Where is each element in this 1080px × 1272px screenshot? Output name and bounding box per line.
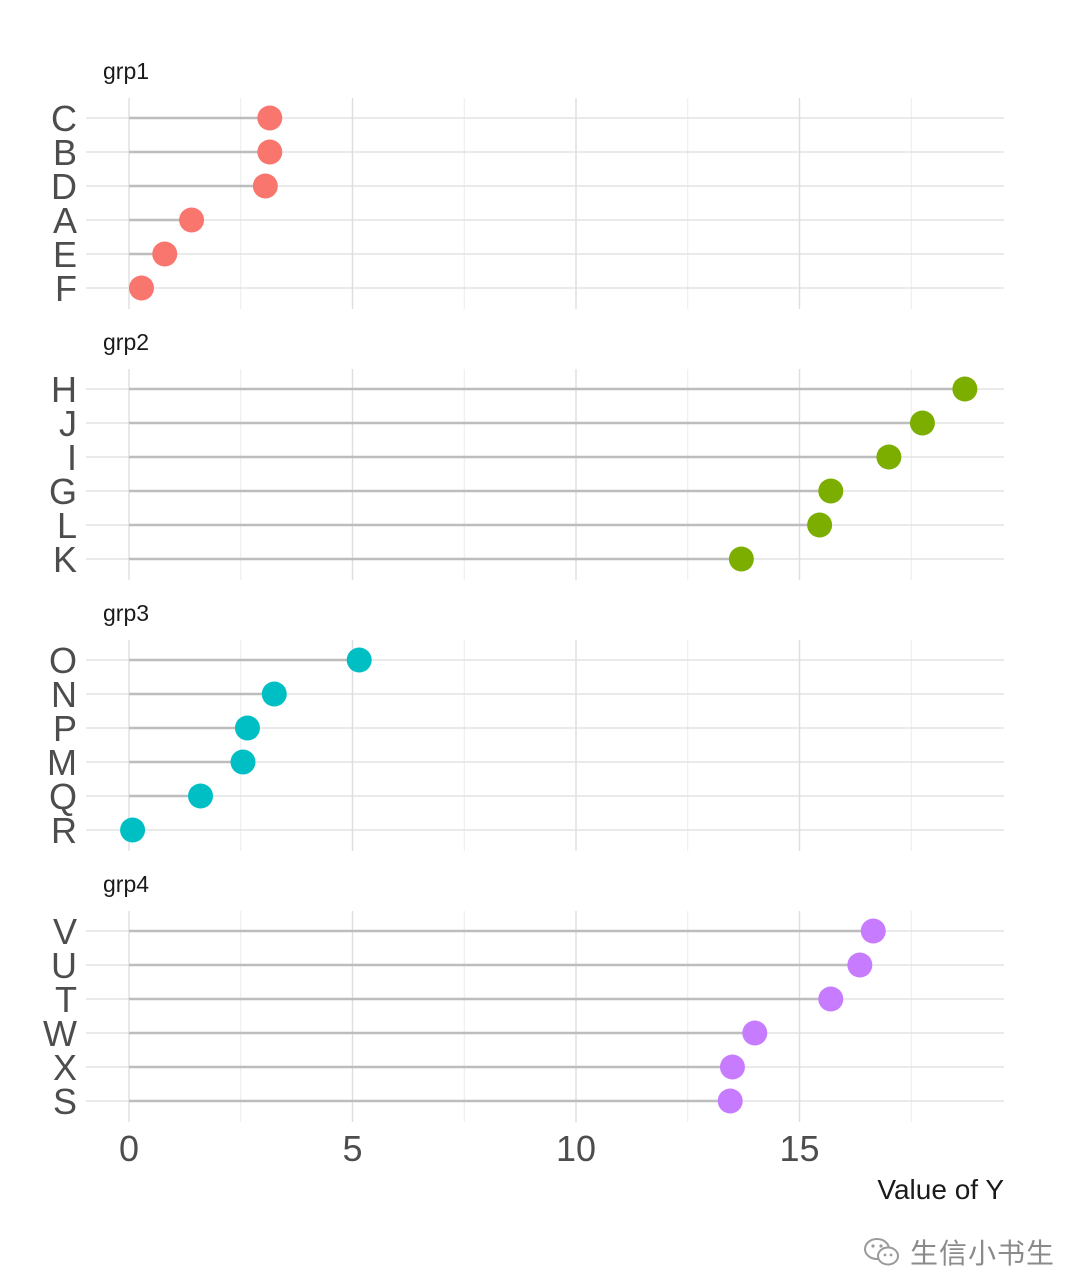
- category-label-A: A: [53, 200, 77, 241]
- lollipop-point-D: [252, 173, 278, 199]
- lollipop-point-L: [807, 512, 833, 538]
- x-axis-title: Value of Y: [877, 1174, 1004, 1205]
- lollipop-point-J: [909, 410, 935, 436]
- x-tick-label: 5: [342, 1128, 362, 1169]
- category-label-X: X: [53, 1047, 77, 1088]
- lollipop-point-K: [728, 546, 754, 572]
- x-tick-label: 0: [119, 1128, 139, 1169]
- lollipop-point-H: [952, 376, 978, 402]
- lollipop-point-V: [860, 918, 886, 944]
- category-label-C: C: [51, 98, 77, 139]
- x-tick-label: 10: [556, 1128, 596, 1169]
- panel-title: grp3: [103, 600, 149, 626]
- lollipop-point-T: [818, 986, 844, 1012]
- category-label-O: O: [49, 640, 77, 681]
- category-label-Q: Q: [49, 776, 77, 817]
- category-label-R: R: [51, 810, 77, 851]
- category-label-I: I: [67, 437, 77, 478]
- category-label-D: D: [51, 166, 77, 207]
- lollipop-point-M: [230, 749, 256, 775]
- lollipop-point-S: [717, 1088, 743, 1114]
- lollipop-point-G: [818, 478, 844, 504]
- x-axis: 0 5 10 15: [119, 1128, 820, 1169]
- lollipop-point-F: [129, 275, 155, 301]
- category-label-E: E: [53, 234, 77, 275]
- panel-title: grp2: [103, 329, 149, 355]
- lollipop-point-Q: [188, 783, 214, 809]
- panel-title: grp4: [103, 871, 149, 897]
- lollipop-point-C: [257, 105, 283, 131]
- category-label-K: K: [53, 539, 77, 580]
- lollipop-point-X: [719, 1054, 745, 1080]
- panel-title: grp1: [103, 58, 149, 84]
- category-label-H: H: [51, 369, 77, 410]
- category-label-V: V: [53, 911, 77, 952]
- lollipop-point-A: [179, 207, 205, 233]
- category-label-L: L: [57, 505, 77, 546]
- watermark: 生信小书生: [862, 1232, 1055, 1272]
- lollipop-point-R: [120, 817, 146, 843]
- watermark-text: 生信小书生: [910, 1237, 1056, 1270]
- category-label-F: F: [55, 268, 77, 309]
- lollipop-point-P: [234, 715, 260, 741]
- wechat-icon: [864, 1238, 899, 1266]
- lollipop-point-E: [152, 241, 178, 267]
- lollipop-point-W: [742, 1020, 768, 1046]
- category-label-S: S: [53, 1081, 77, 1122]
- category-label-P: P: [53, 708, 77, 749]
- lollipop-point-O: [346, 647, 372, 673]
- category-label-N: N: [51, 674, 77, 715]
- category-label-M: M: [47, 742, 77, 783]
- lollipop-point-U: [847, 952, 873, 978]
- lollipop-point-N: [261, 681, 287, 707]
- lollipop-point-B: [257, 139, 283, 165]
- category-label-J: J: [59, 403, 77, 444]
- category-label-T: T: [55, 979, 77, 1020]
- category-label-U: U: [51, 945, 77, 986]
- lollipop-point-I: [876, 444, 902, 470]
- x-tick-label: 15: [779, 1128, 819, 1169]
- category-label-B: B: [53, 132, 77, 173]
- category-label-G: G: [49, 471, 77, 512]
- category-label-W: W: [43, 1013, 77, 1054]
